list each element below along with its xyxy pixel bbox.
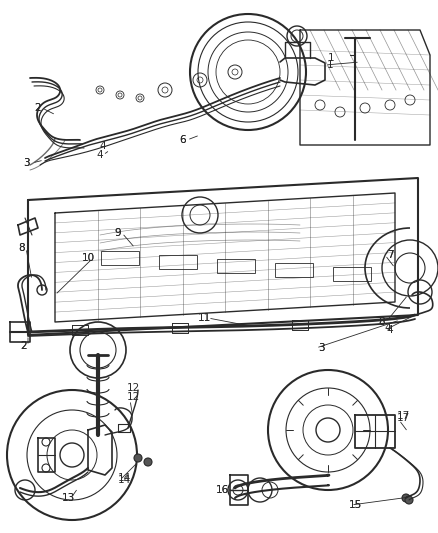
Text: 14: 14 — [117, 473, 131, 483]
Text: 8: 8 — [19, 243, 25, 253]
Text: 2: 2 — [21, 341, 27, 351]
Text: 10: 10 — [81, 253, 95, 263]
Bar — [101, 251, 139, 265]
Text: 3: 3 — [23, 158, 29, 168]
Text: 17: 17 — [396, 413, 410, 423]
Text: 11: 11 — [198, 313, 211, 323]
Text: 17: 17 — [396, 411, 410, 421]
Text: 15: 15 — [348, 500, 362, 510]
Text: 1: 1 — [327, 60, 333, 70]
Bar — [275, 263, 313, 277]
Text: 15: 15 — [348, 500, 362, 510]
Text: 16: 16 — [215, 485, 229, 495]
Text: 1: 1 — [328, 53, 334, 63]
Text: 10: 10 — [81, 253, 95, 263]
Circle shape — [134, 454, 142, 462]
Text: 4: 4 — [387, 325, 393, 335]
Text: 9: 9 — [115, 228, 121, 238]
Text: 8: 8 — [379, 317, 385, 327]
Text: 11: 11 — [198, 313, 211, 323]
Text: 13: 13 — [61, 493, 74, 503]
Circle shape — [402, 494, 410, 502]
Bar — [159, 255, 197, 269]
Text: 12: 12 — [127, 392, 140, 402]
Text: 4: 4 — [100, 141, 106, 151]
Text: 7: 7 — [387, 250, 393, 260]
Text: 4: 4 — [97, 150, 103, 160]
Circle shape — [144, 458, 152, 466]
Text: 6: 6 — [180, 135, 186, 145]
Text: 2: 2 — [35, 103, 41, 113]
Text: 3: 3 — [23, 158, 29, 168]
Text: 14: 14 — [117, 475, 131, 485]
Text: 7: 7 — [387, 250, 393, 260]
Text: 12: 12 — [127, 383, 140, 393]
Text: 13: 13 — [61, 493, 74, 503]
Text: 16: 16 — [215, 485, 229, 495]
Text: 6: 6 — [180, 135, 186, 145]
Text: 4: 4 — [385, 323, 391, 333]
Text: 9: 9 — [115, 228, 121, 238]
Text: 8: 8 — [379, 317, 385, 327]
Text: 2: 2 — [35, 103, 41, 113]
Text: 3: 3 — [318, 343, 324, 353]
Bar — [217, 259, 255, 273]
Text: 2: 2 — [21, 341, 27, 351]
Text: 3: 3 — [318, 343, 324, 353]
Bar — [333, 267, 371, 281]
Text: 8: 8 — [19, 243, 25, 253]
Circle shape — [405, 496, 413, 504]
